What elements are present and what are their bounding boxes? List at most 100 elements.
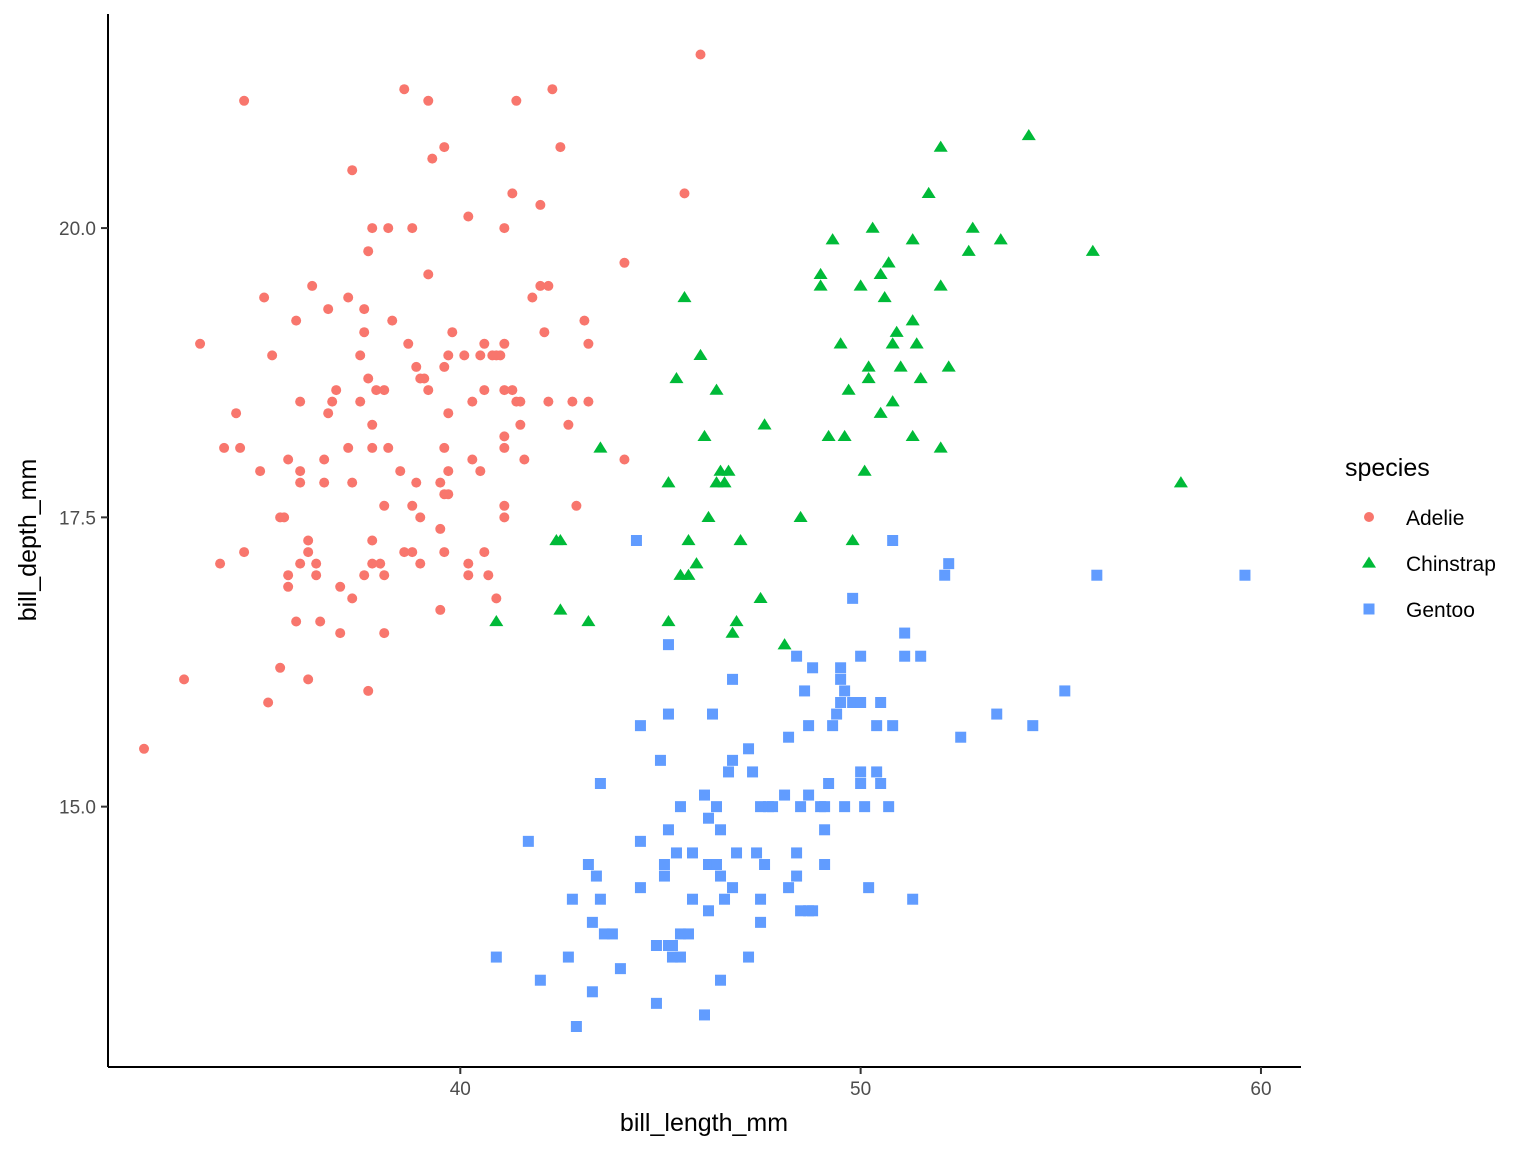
data-point-gentoo xyxy=(803,720,815,732)
data-point-adelie xyxy=(311,558,322,569)
data-point-adelie xyxy=(535,199,546,210)
data-point-gentoo xyxy=(1239,569,1251,581)
data-point-adelie xyxy=(383,442,394,453)
data-point-adelie xyxy=(395,466,406,477)
x-tick-label: 50 xyxy=(850,1079,871,1100)
data-point-gentoo xyxy=(795,801,807,813)
legend-label: Chinstrap xyxy=(1406,553,1496,576)
data-point-adelie xyxy=(275,662,286,673)
data-point-gentoo xyxy=(686,847,698,859)
data-point-gentoo xyxy=(819,859,831,870)
data-point-gentoo xyxy=(799,685,811,697)
data-point-adelie xyxy=(319,454,330,465)
data-point-adelie xyxy=(303,674,314,685)
data-point-gentoo xyxy=(915,650,927,662)
data-point-gentoo xyxy=(831,708,843,720)
data-point-chinstrap xyxy=(993,233,1008,245)
data-point-chinstrap xyxy=(909,337,924,349)
data-point-adelie xyxy=(679,188,690,199)
data-point-chinstrap xyxy=(853,279,868,291)
data-point-chinstrap xyxy=(489,615,504,627)
legend-title: species xyxy=(1345,454,1430,482)
data-point-gentoo xyxy=(783,882,795,894)
data-point-chinstrap xyxy=(965,221,980,233)
data-point-gentoo xyxy=(682,928,694,940)
data-point-gentoo xyxy=(650,940,662,951)
data-point-adelie xyxy=(423,385,434,396)
data-point-chinstrap xyxy=(1021,129,1036,141)
data-point-adelie xyxy=(363,685,374,696)
data-point-adelie xyxy=(415,558,426,569)
data-point-adelie xyxy=(311,570,322,581)
data-point-adelie xyxy=(439,547,450,558)
data-point-adelie xyxy=(515,396,526,407)
data-point-chinstrap xyxy=(893,360,908,372)
data-point-gentoo xyxy=(791,870,803,882)
data-point-chinstrap xyxy=(961,244,976,256)
data-point-adelie xyxy=(347,165,358,176)
data-point-adelie xyxy=(231,408,242,419)
data-point-adelie xyxy=(571,500,582,511)
data-point-adelie xyxy=(383,223,394,234)
data-point-gentoo xyxy=(939,569,951,581)
data-point-gentoo xyxy=(662,824,674,836)
data-point-adelie xyxy=(379,500,390,511)
data-point-adelie xyxy=(435,477,446,488)
data-point-chinstrap xyxy=(697,429,712,442)
data-point-adelie xyxy=(543,396,554,407)
data-point-chinstrap xyxy=(813,267,828,280)
data-point-gentoo xyxy=(863,882,875,894)
data-point-gentoo xyxy=(598,928,610,940)
data-point-gentoo xyxy=(755,801,767,813)
data-point-adelie xyxy=(499,512,510,523)
data-point-chinstrap xyxy=(941,360,956,372)
x-tick-label: 60 xyxy=(1250,1079,1271,1100)
data-point-chinstrap xyxy=(933,279,948,291)
data-point-adelie xyxy=(583,396,594,407)
data-point-adelie xyxy=(447,327,458,338)
data-point-chinstrap xyxy=(733,534,748,546)
data-point-adelie xyxy=(479,385,490,396)
data-point-adelie xyxy=(519,454,530,465)
data-point-chinstrap xyxy=(905,314,920,326)
data-point-gentoo xyxy=(755,916,767,928)
data-point-gentoo xyxy=(723,766,735,778)
data-point-chinstrap xyxy=(861,372,876,384)
data-point-adelie xyxy=(419,373,430,384)
data-point-adelie xyxy=(399,84,410,95)
data-point-gentoo xyxy=(751,847,763,859)
data-point-adelie xyxy=(499,338,510,349)
data-point-adelie xyxy=(407,547,418,558)
data-point-adelie xyxy=(479,547,490,558)
data-point-adelie xyxy=(379,628,390,639)
legend-label: Adelie xyxy=(1406,507,1464,530)
data-point-gentoo xyxy=(703,812,715,824)
data-point-adelie xyxy=(463,570,474,581)
data-point-adelie xyxy=(407,500,418,511)
data-point-adelie xyxy=(619,257,630,268)
data-point-adelie xyxy=(215,558,226,569)
data-point-adelie xyxy=(563,419,574,430)
data-point-chinstrap xyxy=(921,186,936,199)
data-point-gentoo xyxy=(783,731,795,743)
data-point-adelie xyxy=(379,385,390,396)
y-tick-label: 15.0 xyxy=(59,798,96,819)
data-point-chinstrap xyxy=(857,464,872,476)
data-point-adelie xyxy=(535,280,546,291)
data-point-gentoo xyxy=(699,1009,710,1021)
data-point-chinstrap xyxy=(721,464,736,476)
data-point-adelie xyxy=(359,304,370,315)
data-point-chinstrap xyxy=(933,140,948,152)
data-point-gentoo xyxy=(791,650,803,662)
data-point-adelie xyxy=(459,350,470,361)
data-point-gentoo xyxy=(703,905,715,917)
data-point-chinstrap xyxy=(693,348,708,361)
data-point-adelie xyxy=(375,558,386,569)
data-point-adelie xyxy=(579,315,590,326)
data-point-chinstrap xyxy=(689,557,704,569)
data-point-adelie xyxy=(371,385,382,396)
data-point-chinstrap xyxy=(753,591,768,604)
data-point-gentoo xyxy=(819,824,831,836)
data-point-gentoo xyxy=(991,708,1003,720)
data-point-gentoo xyxy=(875,778,887,789)
